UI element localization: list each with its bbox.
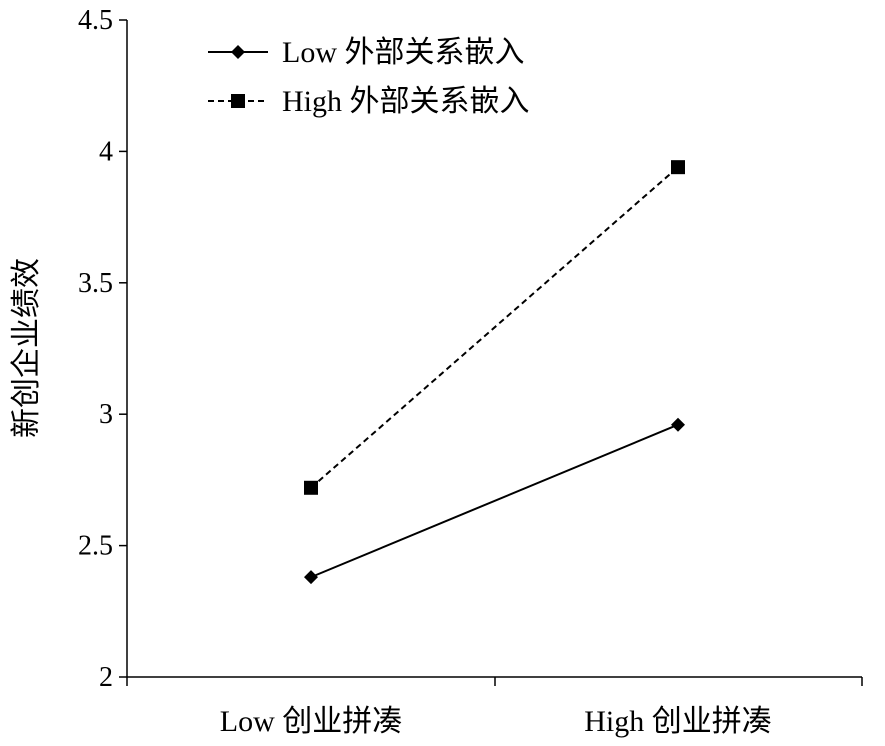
series-point-high — [671, 160, 685, 175]
y-tick-label: 4.5 — [78, 5, 113, 36]
series-line-high — [310, 166, 679, 489]
series-point-low — [671, 417, 685, 432]
y-axis-title: 新创企业绩效 — [10, 258, 43, 438]
x-category-label: High 创业拼凑 — [584, 705, 772, 738]
y-tick-label: 3 — [99, 399, 113, 430]
legend-marker — [231, 94, 245, 108]
y-tick-label: 2 — [99, 662, 113, 693]
legend-label: Low 外部关系嵌入 — [282, 36, 525, 69]
series-point-low — [304, 570, 318, 585]
axes: 2 2.5 3 3.5 4 4.5 Low 创业拼凑 High 创业拼凑 新创企业绩效 — [10, 5, 863, 738]
series-point-high — [304, 480, 318, 495]
legend: Low 外部关系嵌入 High 外部关系嵌入 — [208, 36, 530, 118]
y-tick-label: 3.5 — [78, 268, 113, 299]
series-line-low — [310, 423, 679, 579]
legend-marker — [231, 45, 245, 59]
y-tick-label: 4 — [99, 136, 113, 167]
x-category-label: Low 创业拼凑 — [220, 705, 403, 738]
legend-label: High 外部关系嵌入 — [282, 85, 530, 118]
y-tick-label: 2.5 — [78, 531, 113, 562]
series-layer — [304, 160, 685, 585]
